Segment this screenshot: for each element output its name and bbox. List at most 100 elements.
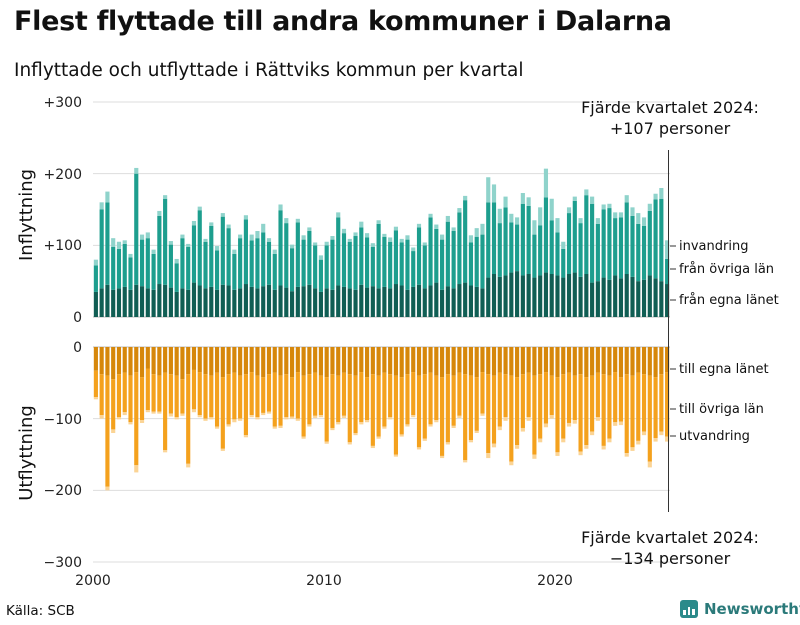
- bar-out-utvandring: [572, 420, 577, 424]
- bar-in-egna-lanet: [411, 286, 416, 317]
- bar-out-utvandring: [93, 397, 98, 400]
- bar-out-utvandring: [630, 447, 635, 451]
- bar-in-egna-lanet: [543, 272, 549, 317]
- bar-in-invandring: [272, 249, 277, 254]
- bar-in-invandring: [99, 202, 104, 210]
- bar-out-egna-lanet: [168, 347, 173, 375]
- bar-in-invandring: [353, 232, 358, 237]
- bar-out-utvandring: [561, 438, 566, 443]
- bar-in-ovriga-lan: [382, 236, 387, 287]
- bar-out-utvandring: [99, 415, 104, 419]
- bar-out-egna-lanet: [313, 347, 318, 373]
- bar-in-ovriga-lan: [99, 209, 104, 289]
- bar-out-ovriga-lan: [255, 375, 260, 418]
- bar-in-ovriga-lan: [618, 217, 624, 279]
- bar-out-egna-lanet: [232, 347, 237, 373]
- bar-out-utvandring: [318, 415, 323, 418]
- bar-in-egna-lanet: [590, 282, 595, 317]
- bar-out-egna-lanet: [203, 347, 208, 375]
- bar-in-egna-lanet: [93, 291, 98, 317]
- bar-in-ovriga-lan: [249, 240, 254, 287]
- bar-out-utvandring: [434, 420, 439, 423]
- bar-in-ovriga-lan: [653, 199, 658, 279]
- y-tick-label: −300: [44, 555, 82, 571]
- bar-in-ovriga-lan: [197, 210, 202, 286]
- bar-in-egna-lanet: [186, 289, 191, 317]
- bar-out-utvandring: [445, 442, 450, 445]
- bar-in-egna-lanet: [266, 284, 272, 317]
- bar-in-ovriga-lan: [543, 197, 549, 273]
- bar-in-invandring: [653, 193, 658, 200]
- bar-in-egna-lanet: [313, 288, 318, 317]
- bar-out-utvandring: [388, 417, 393, 420]
- bar-out-utvandring: [463, 460, 468, 463]
- bar-in-egna-lanet: [659, 281, 664, 317]
- bar-in-egna-lanet: [232, 289, 237, 317]
- bar-in-invandring: [203, 238, 208, 242]
- bar-out-utvandring: [324, 441, 329, 444]
- bar-in-ovriga-lan: [665, 258, 670, 285]
- bar-out-egna-lanet: [630, 347, 635, 376]
- source-note: Källa: SCB: [6, 603, 75, 619]
- bar-in-invandring: [584, 189, 589, 196]
- bar-out-egna-lanet: [566, 347, 572, 373]
- bar-in-ovriga-lan: [284, 223, 289, 288]
- brand-logo[interactable]: Newsworthy: [680, 600, 800, 618]
- bar-out-utvandring: [307, 424, 312, 427]
- bar-in-invandring: [538, 207, 543, 226]
- bar-in-egna-lanet: [99, 288, 104, 317]
- bar-out-ovriga-lan: [318, 375, 323, 416]
- bar-in-invandring: [93, 259, 98, 266]
- bar-out-egna-lanet: [330, 347, 335, 375]
- bar-out-egna-lanet: [549, 347, 554, 376]
- bar-in-invandring: [238, 234, 243, 239]
- bar-out-utvandring: [157, 411, 162, 414]
- bar-out-egna-lanet: [301, 347, 306, 376]
- bar-out-egna-lanet: [197, 347, 202, 373]
- bar-in-egna-lanet: [491, 274, 497, 317]
- bar-in-invandring: [266, 238, 272, 242]
- x-tick-label: 2000: [75, 573, 111, 589]
- bar-in-invandring: [393, 226, 398, 231]
- bar-out-utvandring: [249, 415, 254, 418]
- x-tick-label: 2010: [306, 573, 342, 589]
- chart-subtitle: Inflyttade och utflyttade i Rättviks kom…: [14, 60, 524, 81]
- bar-out-ovriga-lan: [445, 374, 450, 443]
- bar-out-utvandring: [186, 463, 191, 468]
- bar-out-utvandring: [151, 411, 156, 414]
- bar-out-ovriga-lan: [353, 375, 358, 433]
- bar-out-utvandring: [197, 415, 202, 418]
- bar-out-ovriga-lan: [520, 374, 525, 428]
- bar-out-ovriga-lan: [197, 372, 202, 416]
- bar-out-utvandring: [474, 430, 479, 433]
- bar-out-utvandring: [457, 415, 462, 418]
- bar-in-ovriga-lan: [330, 239, 335, 290]
- bar-out-utvandring: [520, 427, 525, 432]
- bar-in-egna-lanet: [226, 285, 231, 317]
- bar-in-invandring: [111, 238, 116, 247]
- bar-out-egna-lanet: [463, 347, 468, 375]
- bar-out-ovriga-lan: [538, 374, 543, 439]
- bar-out-ovriga-lan: [607, 375, 612, 439]
- bar-in-invandring: [157, 210, 162, 216]
- bar-in-invandring: [313, 242, 318, 246]
- bar-out-egna-lanet: [572, 347, 577, 376]
- bar-out-egna-lanet: [445, 347, 450, 375]
- bar-in-invandring: [578, 218, 583, 224]
- bar-out-utvandring: [180, 413, 185, 416]
- bar-in-egna-lanet: [584, 274, 589, 317]
- bar-in-invandring: [278, 204, 283, 211]
- bar-in-ovriga-lan: [134, 173, 139, 285]
- bar-out-egna-lanet: [278, 347, 283, 376]
- bar-out-utvandring: [578, 451, 583, 456]
- bar-out-egna-lanet: [665, 347, 670, 373]
- bar-in-invandring: [336, 212, 341, 218]
- bar-in-invandring: [468, 235, 474, 243]
- bar-out-utvandring: [203, 418, 208, 421]
- bar-out-utvandring: [624, 453, 629, 457]
- bar-in-invandring: [365, 233, 370, 238]
- bar-in-invandring: [526, 197, 531, 206]
- bar-out-egna-lanet: [422, 347, 427, 375]
- bar-out-utvandring: [301, 436, 306, 439]
- bar-out-egna-lanet: [307, 347, 312, 375]
